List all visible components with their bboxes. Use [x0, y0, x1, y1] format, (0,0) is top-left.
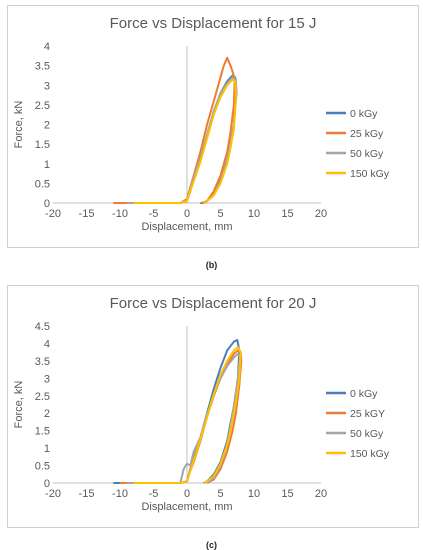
chart-20j-ytick: 0 — [44, 478, 50, 490]
chart-15j-ylabel: Force, kN — [13, 101, 25, 149]
chart-20j-xtick: 10 — [248, 488, 260, 500]
chart-15j-legend-label: 150 kGy — [350, 168, 390, 180]
chart-15j-legend-label: 0 kGy — [350, 108, 378, 120]
chart-20j-series-line — [133, 345, 242, 484]
chart-15j: Force vs Displacement for 15 J 0 0.5 1 1.5 2 2… — [7, 5, 419, 248]
chart-15j-ytick: 0.5 — [35, 178, 50, 190]
chart-20j-xlabel: Displacement, mm — [141, 501, 232, 513]
chart-20j-ytick: 3 — [44, 373, 50, 385]
chart-20j-xtick: -20 — [45, 488, 61, 500]
chart-15j-ytick: 0 — [44, 198, 50, 210]
chart-20j-legend-label: 150 kGy — [350, 448, 390, 460]
chart-15j-ytick: 2 — [44, 120, 50, 132]
chart-15j-xtick: -10 — [112, 208, 128, 220]
chart-20j-legend-label: 50 kGy — [350, 428, 384, 440]
chart-15j-legend-label: 25 kGy — [350, 128, 384, 140]
chart-15j-ytick: 1 — [44, 159, 50, 171]
chart-15j-legend-label: 50 kGy — [350, 148, 384, 160]
chart-20j-ytick: 2 — [44, 408, 50, 420]
chart-15j-ytick: 1.5 — [35, 139, 50, 151]
chart-15j-series-line — [113, 56, 236, 204]
chart-20j-xtick: 20 — [315, 488, 327, 500]
chart-20j-xtick: 5 — [217, 488, 223, 500]
chart-15j-xtick: -15 — [79, 208, 95, 220]
chart-15j-xtick: 20 — [315, 208, 327, 220]
chart-15j-xtick: 10 — [248, 208, 260, 220]
chart-20j-ytick: 3.5 — [35, 356, 50, 368]
chart-20j-title: Force vs Displacement for 20 J — [110, 295, 317, 312]
chart-15j-ytick: 4 — [44, 41, 50, 53]
chart-20j-svg: Force vs Displacement for 20 J 0 0.5 1 1.5 2 2… — [13, 295, 390, 513]
chart-15j-ytick: 2.5 — [35, 100, 50, 112]
chart-20j-ylabel: Force, kN — [13, 381, 25, 429]
chart-15j-svg: Force vs Displacement for 15 J 0 0.5 1 1.5 2 2… — [13, 15, 390, 233]
chart-20j: Force vs Displacement for 20 J 0 0.5 1 1.5 2 2… — [7, 285, 419, 528]
chart-20j-ytick: 1 — [44, 443, 50, 455]
chart-15j-title: Force vs Displacement for 15 J — [110, 15, 317, 32]
chart-20j-xtick: 15 — [281, 488, 293, 500]
caption-c: (c) — [206, 540, 217, 550]
chart-15j-xlabel: Displacement, mm — [141, 221, 232, 233]
chart-20j-xtick: -5 — [149, 488, 159, 500]
chart-20j-ytick: 2.5 — [35, 391, 50, 403]
chart-15j-series-line — [133, 78, 237, 204]
chart-15j-xtick: -20 — [45, 208, 61, 220]
chart-20j-ytick: 0.5 — [35, 461, 50, 473]
caption-b: (b) — [205, 260, 218, 270]
chart-20j-xtick: 0 — [184, 488, 190, 500]
chart-15j-xtick: -5 — [149, 208, 159, 220]
chart-20j-legend-label: 0 kGy — [350, 388, 378, 400]
chart-15j-ytick: 3 — [44, 80, 50, 92]
chart-20j-ytick: 4 — [44, 338, 50, 350]
chart-15j-xtick: 0 — [184, 208, 190, 220]
chart-20j-xtick: -10 — [112, 488, 128, 500]
chart-20j-ytick: 4.5 — [35, 321, 50, 333]
chart-15j-xtick: 5 — [217, 208, 223, 220]
chart-15j-xtick: 15 — [281, 208, 293, 220]
chart-20j-ytick: 1.5 — [35, 426, 50, 438]
chart-20j-xtick: -15 — [79, 488, 95, 500]
chart-15j-ytick: 3.5 — [35, 61, 50, 73]
chart-20j-legend-label: 25 kGY — [350, 408, 385, 420]
